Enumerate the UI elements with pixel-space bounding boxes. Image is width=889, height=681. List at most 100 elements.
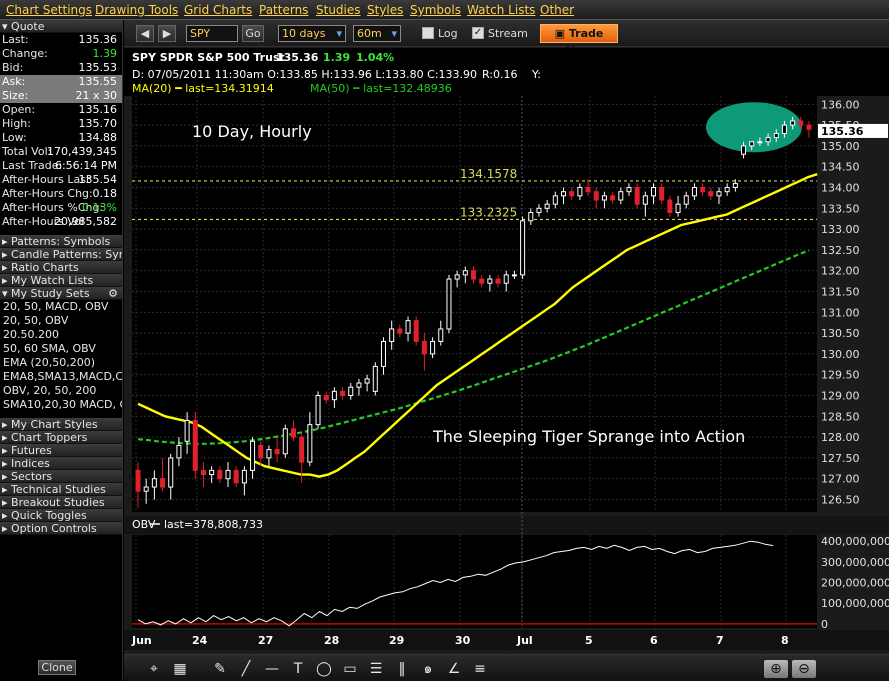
obv-y-tick-label: 300,000,000: [821, 556, 889, 569]
section-breakout-studies[interactable]: ▸ Breakout Studies: [0, 496, 122, 509]
study-set-item[interactable]: 50, 60 SMA, OBV: [3, 342, 96, 355]
candle-body: [258, 444, 264, 459]
obv-y-tick-label: 200,000,000: [821, 577, 889, 590]
quote-label: Low:: [2, 131, 27, 144]
section-technical-studies[interactable]: ▸ Technical Studies: [0, 483, 122, 496]
quote-row: Bid: 135.53: [0, 61, 122, 75]
log-checkbox[interactable]: [422, 27, 434, 39]
clone-button[interactable]: Clone: [38, 660, 76, 675]
symbol-input[interactable]: SPY: [186, 25, 238, 42]
candle-body: [364, 378, 370, 384]
chart-toolbar: ◀ ▶ SPY Go 10 days ▾ 60m ▾ Log ✓ Stream ▣ …: [124, 20, 889, 57]
section-my-chart-styles[interactable]: ▸ My Chart Styles: [0, 418, 122, 431]
ma20-legend: MA(20) ━ last=134.31914: [132, 82, 274, 95]
candle-body: [552, 195, 558, 205]
ellipse-tool-icon[interactable]: ◯: [316, 661, 332, 677]
candle-body: [372, 365, 378, 392]
chart-info-bar: SPY SPDR S&P 500 Trust 135.36 1.39 1.04%…: [124, 48, 889, 96]
menu-item-other[interactable]: Other: [540, 3, 575, 17]
price-chart[interactable]: 126.50 127.00 127.50 128.00 128.50 129.00 129.…: [124, 96, 889, 654]
study-set-item[interactable]: EMA8,SMA13,MACD,C: [3, 370, 122, 383]
back-arrow-icon[interactable]: ◀: [136, 25, 154, 42]
section-quick-toggles[interactable]: ▸ Quick Toggles: [0, 509, 122, 522]
quote-row: After-Hours Vol 20,985,582: [0, 215, 122, 229]
trade-now-button[interactable]: ▣ Trade Now: [540, 24, 618, 57]
candle-body: [601, 195, 607, 201]
candle-body: [151, 478, 157, 488]
section-ratio-charts[interactable]: ▸ Ratio Charts: [0, 261, 122, 274]
fib-tool-icon[interactable]: ☰: [369, 661, 383, 677]
candle-body: [610, 195, 616, 201]
quote-value: 170,439,345: [47, 145, 117, 158]
zoom-out-icon[interactable]: ⊖: [792, 660, 816, 678]
obv-y-tick-label: 400,000,000: [821, 535, 889, 548]
y-tick-label: 132.00: [821, 265, 860, 278]
candle-body: [380, 340, 386, 367]
interval-select[interactable]: 60m ▾: [353, 25, 401, 42]
candle-body: [233, 469, 239, 484]
quote-label: Change:: [2, 47, 48, 60]
section-patterns-symbols[interactable]: ▸ Patterns: Symbols: [0, 235, 122, 248]
bars-tool-icon[interactable]: ‖: [398, 661, 406, 677]
range-select[interactable]: 10 days ▾: [278, 25, 346, 42]
quote-section-header[interactable]: ▾ Quote: [0, 20, 122, 33]
candle-body: [765, 137, 771, 143]
candle-body: [397, 328, 403, 334]
candle-body: [511, 274, 517, 277]
study-set-item[interactable]: OBV, 20, 50, 200: [3, 384, 97, 397]
quote-label: Total Vol:: [2, 145, 52, 158]
quote-value: 0.18: [92, 187, 118, 200]
angles-tool-icon[interactable]: ∠: [447, 661, 461, 677]
candle-body: [168, 457, 174, 488]
menu-item-styles[interactable]: Styles: [367, 3, 404, 17]
menu-item-grid-charts[interactable]: Grid Charts: [184, 3, 253, 17]
candle-body: [446, 278, 452, 330]
section-chart-toppers[interactable]: ▸ Chart Toppers: [0, 431, 122, 444]
spiral-tool-icon[interactable]: ๑: [423, 661, 433, 677]
settings-icon[interactable]: ⚙: [108, 287, 118, 300]
level-line-label: 133.2325: [460, 205, 517, 219]
section-futures[interactable]: ▸ Futures: [0, 444, 122, 457]
text-tool-icon[interactable]: T: [293, 661, 303, 677]
quote-value: 134.88: [78, 131, 118, 144]
grid-tool-icon[interactable]: ▦: [173, 661, 187, 677]
section-option-controls[interactable]: ▸ Option Controls: [0, 522, 122, 535]
drawing-toolbar: ⌖ ▦ ✎ ╱ — T ◯ ▭ ☰ ‖ ๑ ∠ ≡ ⊕ ⊖: [124, 654, 889, 681]
section-my-watch-lists[interactable]: ▸ My Watch Lists: [0, 274, 122, 287]
y-tick-label: 131.00: [821, 306, 860, 319]
menu-item-studies[interactable]: Studies: [316, 3, 361, 17]
candle-body: [421, 340, 427, 355]
go-button[interactable]: Go: [242, 25, 264, 42]
candle-body: [389, 328, 395, 342]
candle-body: [225, 469, 231, 480]
hline-tool-icon[interactable]: —: [265, 661, 279, 677]
quote-value: 21 x 30: [75, 89, 118, 102]
stream-checkbox[interactable]: ✓: [472, 27, 484, 39]
rectangle-tool-icon[interactable]: ▭: [343, 661, 357, 677]
candle-body: [471, 270, 476, 280]
section-candle-patterns-sym[interactable]: ▸ Candle Patterns: Sym: [0, 248, 122, 261]
study-set-item[interactable]: 20, 50, MACD, OBV: [3, 300, 109, 313]
quote-row: Size: 21 x 30: [0, 89, 122, 103]
study-set-item[interactable]: EMA (20,50,200): [3, 356, 96, 369]
zoom-in-icon[interactable]: ⊕: [764, 660, 788, 678]
section-indices[interactable]: ▸ Indices: [0, 457, 122, 470]
study-set-item[interactable]: 20.50.200: [3, 328, 59, 341]
section-sectors[interactable]: ▸ Sectors: [0, 470, 122, 483]
study-set-item[interactable]: SMA10,20,30 MACD, C: [3, 398, 122, 411]
cursor-tool-icon[interactable]: ⌖: [150, 661, 158, 677]
study-set-item[interactable]: 20, 50, OBV: [3, 314, 69, 327]
candle-body: [642, 195, 648, 205]
menu-item-chart-settings[interactable]: Chart Settings: [6, 3, 93, 17]
menu-item-patterns[interactable]: Patterns: [259, 3, 309, 17]
instrument-title: SPY SPDR S&P 500 Trust: [132, 51, 285, 64]
pencil-tool-icon[interactable]: ✎: [214, 661, 226, 677]
line-tool-icon[interactable]: ╱: [241, 661, 251, 677]
quote-label: High:: [2, 117, 31, 130]
forward-arrow-icon[interactable]: ▶: [158, 25, 176, 42]
study-sets-header[interactable]: ▾ My Study Sets ⚙: [0, 287, 122, 300]
menu-item-watch-lists[interactable]: Watch Lists: [467, 3, 536, 17]
menu-item-drawing-tools[interactable]: Drawing Tools: [95, 3, 179, 17]
menu-item-symbols[interactable]: Symbols: [410, 3, 461, 17]
menu-tool-icon[interactable]: ≡: [474, 661, 486, 677]
